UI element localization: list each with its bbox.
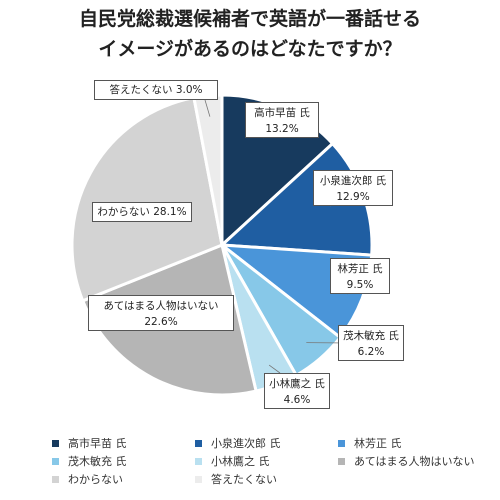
data-label-name: 小泉進次郎 氏 xyxy=(319,175,387,187)
data-label-7: わからない 28.1% xyxy=(92,202,192,222)
data-label-value: 9.5% xyxy=(346,279,374,292)
data-label-5: 小林鷹之 氏 4.6% xyxy=(264,373,330,409)
legend-label: 茂木敏充 氏 xyxy=(68,455,127,468)
legend-swatch xyxy=(52,475,59,483)
data-label-6: あてはまる人物はいない 22.6% xyxy=(88,295,234,331)
data-label-name: わからない xyxy=(97,206,150,218)
legend-label: 小林鷹之 氏 xyxy=(211,455,270,468)
legend-item-7: わからない xyxy=(52,471,123,487)
data-label-value: 28.1% xyxy=(153,206,187,218)
data-label-value: 3.0% xyxy=(175,84,203,96)
data-label-1: 高市早苗 氏 13.2% xyxy=(245,102,319,138)
data-label-name: 茂木敏充 氏 xyxy=(343,330,399,342)
data-label-value: 4.6% xyxy=(283,394,311,407)
legend-label: わからない xyxy=(68,473,123,486)
chart-title-line-2: イメージがあるのはどなたですか？ xyxy=(98,38,402,60)
legend-swatch xyxy=(52,439,59,447)
data-label-4: 茂木敏充 氏 6.2% xyxy=(338,325,404,361)
data-label-name: 小林鷹之 氏 xyxy=(269,378,325,390)
data-label-8: 答えたくない 3.0% xyxy=(94,80,218,100)
data-label-value: 12.9% xyxy=(336,191,370,204)
legend-item-2: 小泉進次郎 氏 xyxy=(195,435,281,451)
legend-item-1: 高市早苗 氏 xyxy=(52,435,127,451)
legend-item-3: 林芳正 氏 xyxy=(338,435,402,451)
legend-swatch xyxy=(195,475,202,483)
legend-swatch xyxy=(338,457,345,465)
legend-label: 小泉進次郎 氏 xyxy=(211,437,281,450)
legend-label: あてはまる人物はいない xyxy=(354,455,475,468)
pie-slice-7 xyxy=(70,95,224,303)
data-label-3: 林芳正 氏 9.5% xyxy=(330,258,390,294)
leader-line-5 xyxy=(268,364,281,374)
data-label-name: 高市早苗 氏 xyxy=(254,107,310,119)
legend-swatch xyxy=(195,439,202,447)
data-label-value: 13.2% xyxy=(265,123,299,136)
legend-label: 答えたくない xyxy=(211,473,277,486)
legend-swatch xyxy=(338,439,345,447)
data-label-value: 22.6% xyxy=(144,316,178,329)
legend-item-4: 茂木敏充 氏 xyxy=(52,453,127,469)
data-label-name: あてはまる人物はいない xyxy=(103,300,219,312)
legend-item-8: 答えたくない xyxy=(195,471,277,487)
data-label-name: 答えたくない xyxy=(109,84,173,96)
leader-line-8 xyxy=(204,99,211,117)
legend-swatch xyxy=(195,457,202,465)
legend-item-5: 小林鷹之 氏 xyxy=(195,453,270,469)
data-label-name: 林芳正 氏 xyxy=(337,263,383,275)
legend-label: 林芳正 氏 xyxy=(354,437,402,450)
legend-label: 高市早苗 氏 xyxy=(68,437,127,450)
legend-swatch xyxy=(52,457,59,465)
chart-title-line-1: 自民党総裁選候補者で英語が一番話せる xyxy=(78,8,421,30)
data-label-value: 6.2% xyxy=(357,346,385,359)
legend-item-6: あてはまる人物はいない xyxy=(338,453,475,469)
data-label-2: 小泉進次郎 氏 12.9% xyxy=(313,170,393,206)
